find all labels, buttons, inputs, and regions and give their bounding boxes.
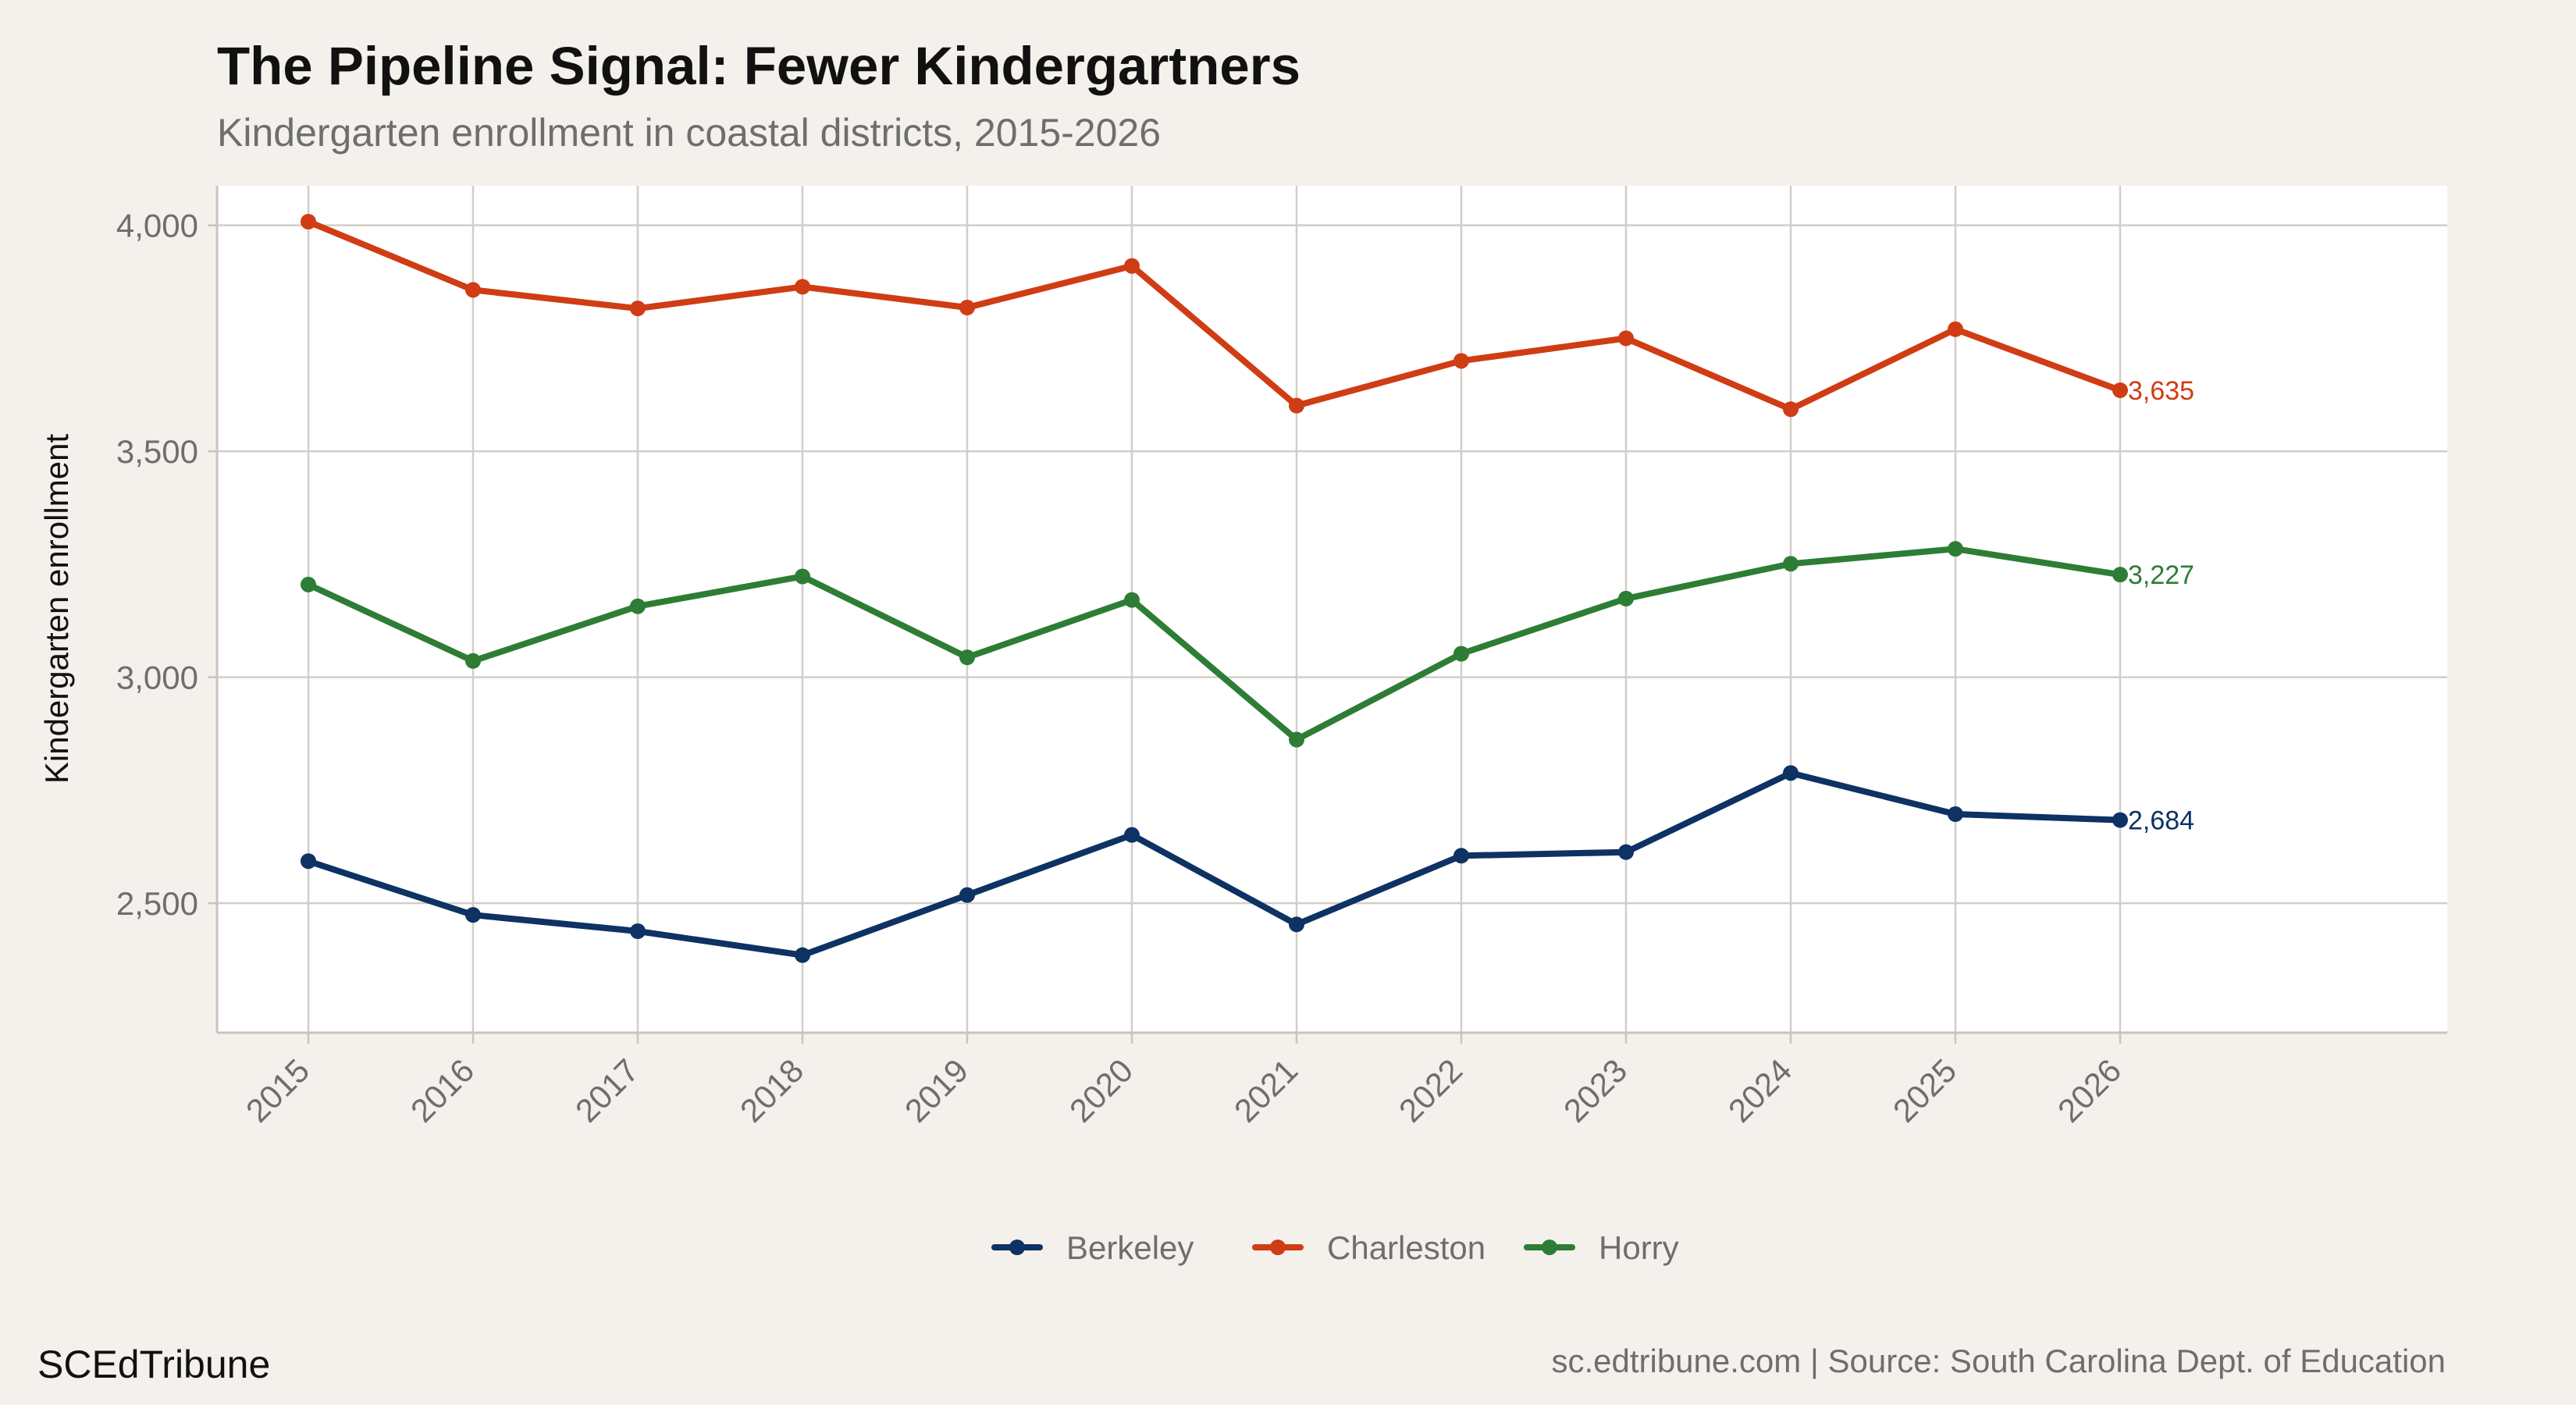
data-point-horry — [1948, 541, 1963, 557]
end-label-charleston: 3,635 — [2128, 376, 2194, 406]
data-point-charleston — [1783, 401, 1799, 418]
data-point-horry — [1124, 592, 1140, 608]
legend-label-charleston: Charleston — [1327, 1229, 1485, 1266]
data-point-berkeley — [1289, 916, 1304, 933]
data-point-charleston — [301, 214, 316, 229]
axes — [215, 186, 2447, 1034]
data-point-charleston — [795, 279, 810, 295]
data-point-berkeley — [1618, 844, 1634, 860]
y-axis-label: Kindergarten enrollment — [38, 434, 75, 784]
legend: Berkeley Charleston Horry — [991, 1229, 1679, 1266]
data-point-charleston — [630, 301, 646, 317]
data-point-horry — [959, 649, 975, 666]
data-point-horry — [1783, 556, 1799, 572]
data-point-charleston — [1453, 353, 1469, 369]
data-point-charleston — [465, 282, 481, 298]
data-point-horry — [301, 576, 316, 592]
y-tick-label: 2,500 — [116, 885, 198, 922]
source-label: sc.edtribune.com | Source: South Carolin… — [1551, 1343, 2446, 1379]
legend-swatch-point — [1542, 1240, 1557, 1255]
data-point-berkeley — [1783, 765, 1799, 781]
data-point-charleston — [1618, 330, 1634, 347]
chart-title: The Pipeline Signal: Fewer Kindergartner… — [217, 36, 1300, 96]
data-point-berkeley — [795, 947, 810, 963]
series-line-berkeley — [305, 770, 2123, 959]
series-line-horry — [305, 546, 2123, 743]
end-label-berkeley: 2,684 — [2128, 806, 2194, 836]
data-point-berkeley — [301, 853, 316, 870]
series-lines — [301, 214, 2128, 963]
series-line-charleston — [305, 219, 2123, 413]
data-point-horry — [1618, 590, 1634, 606]
data-point-berkeley — [630, 923, 646, 939]
y-tick-label: 3,000 — [116, 660, 198, 696]
legend-label-horry: Horry — [1599, 1229, 1679, 1266]
data-point-berkeley — [1124, 827, 1140, 843]
data-point-charleston — [959, 300, 975, 316]
y-axis-ticks: 2,500 3,000 3,500 4,000 — [116, 208, 217, 922]
end-label-horry: 3,227 — [2128, 560, 2194, 590]
data-point-horry — [795, 568, 810, 585]
data-point-berkeley — [465, 907, 481, 923]
data-point-horry — [2112, 567, 2128, 583]
chart-subtitle: Kindergarten enrollment in coastal distr… — [217, 111, 1161, 155]
data-point-horry — [465, 653, 481, 669]
legend-label-berkeley: Berkeley — [1066, 1229, 1194, 1266]
data-point-charleston — [1948, 321, 1963, 337]
data-point-charleston — [1289, 397, 1304, 414]
y-tick-label: 4,000 — [116, 208, 198, 244]
legend-swatch-point — [1009, 1240, 1025, 1255]
data-point-horry — [630, 598, 646, 614]
legend-swatch-point — [1270, 1240, 1286, 1255]
data-point-berkeley — [2112, 812, 2128, 828]
end-labels: 2,684 3,635 3,227 — [2128, 376, 2194, 836]
data-point-horry — [1289, 731, 1304, 748]
data-point-charleston — [2112, 382, 2128, 398]
y-tick-label: 3,500 — [116, 433, 198, 470]
brand-label: SCEdTribune — [37, 1343, 270, 1386]
data-point-berkeley — [959, 887, 975, 903]
data-point-berkeley — [1453, 848, 1469, 864]
data-point-berkeley — [1948, 806, 1963, 823]
grid-lines — [217, 186, 2447, 1033]
data-point-horry — [1453, 646, 1469, 662]
plot-area — [217, 186, 2447, 1033]
data-point-charleston — [1124, 258, 1140, 274]
